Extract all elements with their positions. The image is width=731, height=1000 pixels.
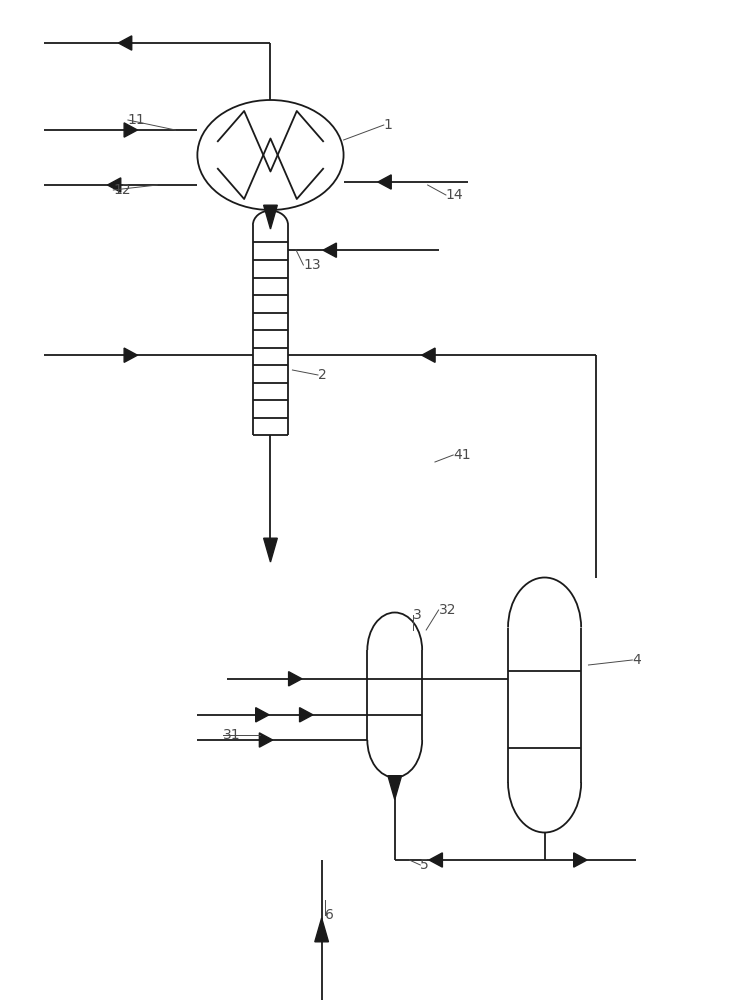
- Polygon shape: [300, 708, 313, 722]
- Polygon shape: [264, 205, 277, 229]
- Text: 11: 11: [128, 113, 145, 127]
- Text: 5: 5: [420, 858, 429, 872]
- Text: 14: 14: [446, 188, 463, 202]
- Text: 1: 1: [384, 118, 393, 132]
- Text: 13: 13: [303, 258, 321, 272]
- Polygon shape: [260, 733, 273, 747]
- Polygon shape: [264, 538, 277, 562]
- Polygon shape: [315, 918, 328, 942]
- Polygon shape: [323, 243, 336, 257]
- Text: 41: 41: [453, 448, 471, 462]
- Polygon shape: [574, 853, 587, 867]
- Text: 4: 4: [632, 653, 641, 667]
- Text: 6: 6: [325, 908, 334, 922]
- Polygon shape: [124, 123, 137, 137]
- Text: 12: 12: [113, 183, 131, 197]
- Text: 31: 31: [223, 728, 240, 742]
- Polygon shape: [256, 708, 269, 722]
- Text: 2: 2: [318, 368, 327, 382]
- Polygon shape: [118, 36, 132, 50]
- Polygon shape: [289, 672, 302, 686]
- Polygon shape: [124, 348, 137, 362]
- Polygon shape: [107, 178, 121, 192]
- Polygon shape: [422, 348, 435, 362]
- Text: 32: 32: [439, 603, 456, 617]
- Text: 3: 3: [413, 608, 422, 622]
- Polygon shape: [388, 776, 401, 800]
- Polygon shape: [378, 175, 391, 189]
- Polygon shape: [429, 853, 442, 867]
